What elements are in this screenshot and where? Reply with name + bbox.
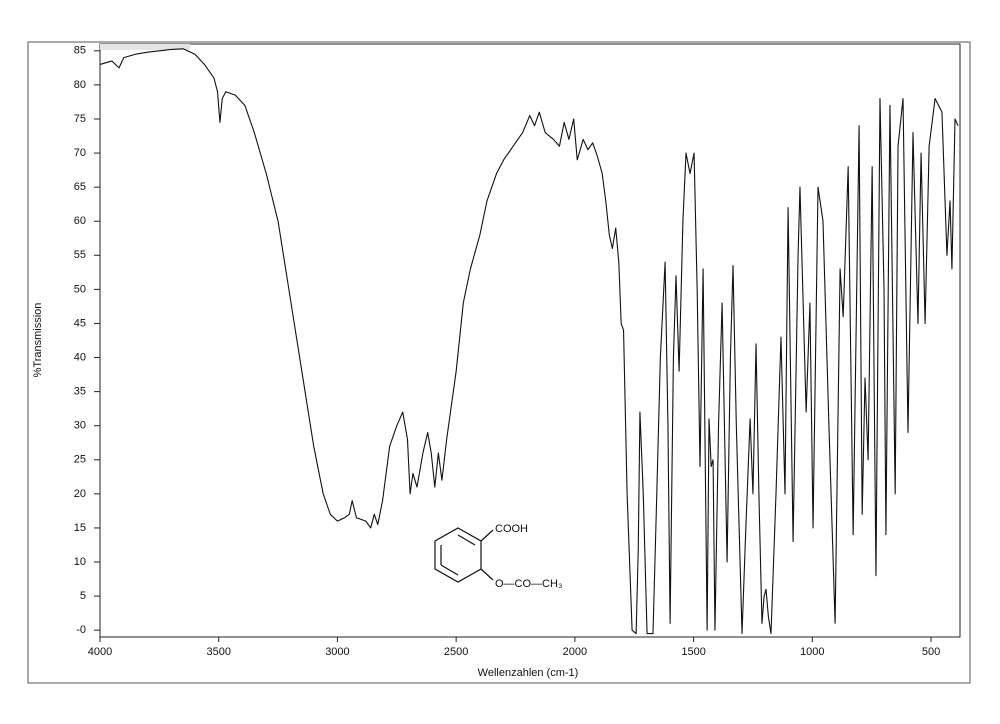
- x-tick-label: 3000: [325, 646, 349, 658]
- y-tick-label: 85: [74, 45, 86, 57]
- x-tick-label: 500: [922, 646, 940, 658]
- y-tick-label: 20: [74, 488, 86, 500]
- y-tick-label: 30: [74, 420, 86, 432]
- bond: [440, 564, 459, 576]
- y-axis-label: %Transmission: [32, 303, 44, 378]
- structure: [434, 527, 494, 583]
- x-tick-label: 1000: [800, 646, 824, 658]
- y-tick-label: 10: [74, 556, 86, 568]
- y-tick-label: 5: [80, 590, 86, 602]
- bond: [457, 534, 476, 546]
- plot-frame: [99, 43, 961, 638]
- group-label: COOH: [495, 523, 528, 535]
- outer-frame: [27, 41, 971, 684]
- y-tick-label: 45: [74, 317, 86, 329]
- bond: [480, 529, 494, 542]
- shade: [100, 44, 190, 50]
- y-tick-label: 50: [74, 283, 86, 295]
- x-tick-label: 3500: [206, 646, 230, 658]
- x-tick-label: 1500: [681, 646, 705, 658]
- x-tick-label: 4000: [88, 646, 112, 658]
- group-label: O—CO—CH₃: [495, 578, 562, 590]
- y-tick-label: 60: [74, 215, 86, 227]
- y-tick-label: 70: [74, 147, 86, 159]
- x-axis-label: Wellenzahlen (cm-1): [478, 667, 579, 679]
- y-tick-label: 75: [74, 113, 86, 125]
- y-tick-label: 40: [74, 351, 86, 363]
- x-tick-label: 2000: [563, 646, 587, 658]
- spectrum-line: [99, 48, 959, 635]
- bond: [480, 568, 494, 581]
- y-tick-label: 25: [74, 454, 86, 466]
- x-tick-label: 2500: [444, 646, 468, 658]
- y-tick-label: -0: [76, 624, 86, 636]
- y-tick-label: 15: [74, 522, 86, 534]
- y-tick-label: 80: [74, 79, 86, 91]
- y-tick-label: 65: [74, 181, 86, 193]
- y-tick-label: 35: [74, 386, 86, 398]
- benzene-ring: [434, 527, 482, 583]
- y-tick-label: 55: [74, 249, 86, 261]
